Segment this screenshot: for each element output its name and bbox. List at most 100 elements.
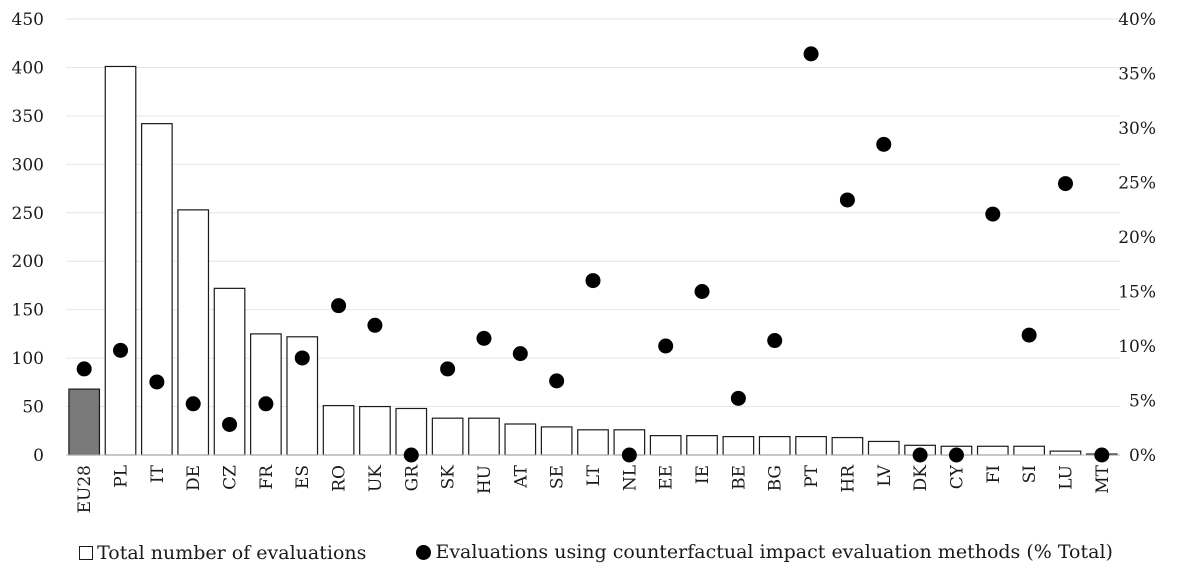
data-point bbox=[694, 284, 710, 299]
bar bbox=[831, 436, 864, 456]
y2-tick-label: 40% bbox=[1118, 10, 1156, 30]
y-tick-label: 150 bbox=[12, 301, 44, 321]
data-point bbox=[476, 330, 492, 346]
bar bbox=[104, 65, 137, 456]
y-tick-label: 50 bbox=[22, 398, 44, 418]
data-point bbox=[258, 396, 274, 412]
x-category-label: BG bbox=[766, 465, 786, 491]
legend-item-dots: Evaluations using counterfactual impact … bbox=[416, 541, 1113, 563]
y2-tick-label: 35% bbox=[1118, 65, 1156, 85]
y-tick-label: 200 bbox=[12, 252, 44, 272]
data-point bbox=[149, 374, 165, 390]
bar bbox=[976, 445, 1009, 456]
data-point bbox=[1057, 176, 1073, 192]
x-category-label: IE bbox=[693, 465, 713, 484]
y2-tick-label: 15% bbox=[1118, 283, 1156, 303]
y-tick-label: 0 bbox=[33, 446, 44, 466]
y2-tick-label: 5% bbox=[1129, 392, 1156, 412]
y2-tick-label: 30% bbox=[1118, 119, 1156, 139]
x-category-label: EE bbox=[657, 465, 677, 490]
x-category-label: AT bbox=[511, 464, 531, 488]
data-point bbox=[403, 447, 419, 463]
data-point bbox=[367, 317, 383, 333]
bar bbox=[540, 426, 573, 456]
x-category-label: MT bbox=[1093, 464, 1113, 493]
y-tick-label: 400 bbox=[12, 58, 44, 78]
y2-tick-label: 0% bbox=[1129, 446, 1156, 466]
data-point bbox=[76, 361, 92, 377]
bar bbox=[359, 405, 391, 456]
y-tick-label: 100 bbox=[12, 349, 44, 369]
chart-legend: Total number of evaluations Evaluations … bbox=[0, 541, 1192, 565]
x-category-label: FI bbox=[984, 465, 1004, 484]
data-point bbox=[185, 396, 201, 412]
chart-plot: 0 50 100 150 200 250 300 350 400 450 0% 5% 10% 15% 20%… bbox=[12, 10, 1156, 513]
data-point bbox=[985, 206, 1001, 222]
y-tick-label: 350 bbox=[12, 107, 44, 127]
legend-bar-swatch bbox=[79, 545, 94, 560]
legend-bars-label: Total number of evaluations bbox=[97, 541, 367, 564]
x-category-label: NL bbox=[620, 465, 640, 491]
x-category-label: CY bbox=[947, 464, 967, 489]
x-category-label: PL bbox=[112, 465, 132, 488]
legend-dots-label: Evaluations using counterfactual impact … bbox=[435, 541, 1113, 563]
data-point bbox=[1094, 447, 1110, 463]
x-category-label: HR bbox=[838, 464, 858, 493]
legend-dot-swatch bbox=[416, 544, 432, 560]
bar bbox=[177, 209, 210, 456]
data-point bbox=[621, 447, 637, 463]
data-point bbox=[767, 333, 783, 349]
y-tick-label: 250 bbox=[12, 204, 44, 224]
bar bbox=[250, 333, 282, 456]
data-point bbox=[585, 273, 601, 289]
bar bbox=[1013, 445, 1046, 456]
data-point bbox=[876, 136, 892, 152]
x-category-label: IT bbox=[148, 464, 168, 483]
x-category-label: GR bbox=[402, 464, 422, 492]
bar bbox=[577, 429, 609, 456]
data-point bbox=[113, 342, 129, 358]
legend-item-bars: Total number of evaluations bbox=[79, 542, 366, 564]
x-category-label: DK bbox=[911, 465, 931, 492]
data-point bbox=[839, 192, 855, 208]
bar bbox=[431, 417, 464, 456]
x-category-label: UK bbox=[366, 465, 386, 492]
x-category-label: SE bbox=[548, 465, 568, 489]
y2-tick-label: 20% bbox=[1118, 228, 1156, 248]
bar bbox=[686, 435, 718, 456]
bar bbox=[322, 404, 355, 456]
x-category-label: FR bbox=[257, 464, 277, 490]
x-category-label: LV bbox=[875, 464, 895, 486]
data-point bbox=[1021, 327, 1037, 343]
y2-tick-label: 25% bbox=[1118, 174, 1156, 194]
bar bbox=[468, 417, 500, 456]
y-tick-label: 300 bbox=[12, 155, 44, 175]
data-point bbox=[912, 447, 928, 463]
data-point bbox=[948, 447, 964, 463]
x-category-label: LU bbox=[1056, 465, 1076, 490]
data-point bbox=[658, 338, 674, 354]
x-category-label: RO bbox=[330, 465, 350, 492]
data-point bbox=[331, 298, 347, 314]
bar bbox=[68, 388, 101, 456]
y-tick-label: 450 bbox=[12, 10, 44, 30]
x-category-label: HU bbox=[475, 465, 495, 494]
x-category-label: LT bbox=[584, 464, 604, 486]
x-category-label: CZ bbox=[221, 465, 241, 490]
bar bbox=[758, 435, 791, 456]
data-point bbox=[294, 350, 310, 366]
bar bbox=[722, 435, 755, 456]
x-category-label: DE bbox=[184, 465, 204, 491]
data-point bbox=[440, 361, 456, 377]
data-point bbox=[549, 373, 565, 389]
bar bbox=[504, 423, 537, 456]
bar bbox=[795, 435, 827, 456]
x-category-label: PT bbox=[802, 464, 822, 487]
bar bbox=[649, 435, 682, 456]
bar bbox=[140, 123, 173, 456]
bar bbox=[1049, 450, 1082, 456]
x-category-label: BE bbox=[729, 465, 749, 490]
data-point bbox=[803, 46, 819, 62]
y2-tick-label: 10% bbox=[1118, 337, 1156, 357]
x-category-label: SI bbox=[1020, 465, 1040, 483]
